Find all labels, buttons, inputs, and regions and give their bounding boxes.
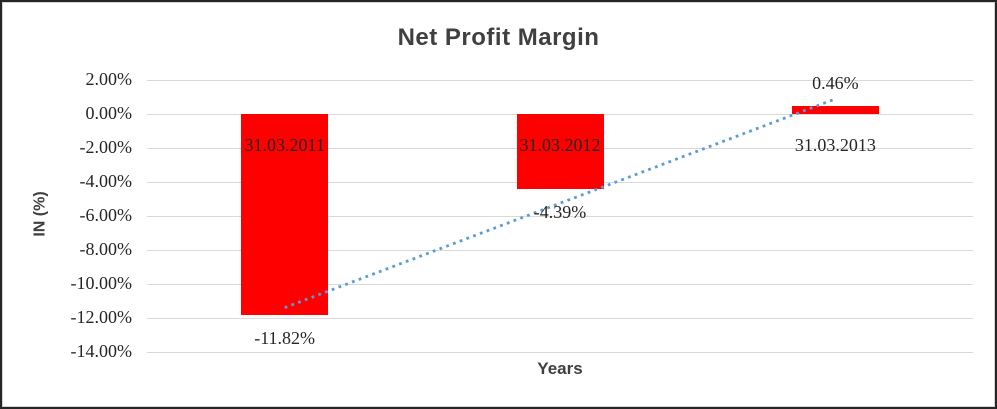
x-axis-title: Years [537, 359, 583, 378]
y-tick-label: -12.00% [70, 307, 133, 327]
category-label: 31.03.2013 [794, 135, 876, 155]
gridline [147, 317, 973, 319]
category-label: 31.03.2012 [519, 135, 601, 155]
gridline [147, 351, 973, 353]
y-tick-label: -14.00% [70, 341, 133, 361]
gridline [147, 283, 973, 285]
bar [516, 114, 604, 189]
y-tick-label: -2.00% [79, 137, 133, 157]
chart-title: Net Profit Margin [397, 24, 600, 51]
gridline [147, 215, 973, 217]
data-label: -4.39% [533, 201, 587, 222]
y-tick-label: -6.00% [79, 205, 133, 225]
data-label: 0.46% [812, 73, 859, 94]
y-tick-label: 2.00% [85, 69, 133, 89]
data-label: -11.82% [254, 327, 316, 348]
y-tick-label: -8.00% [79, 239, 133, 259]
y-tick-label: 0.00% [85, 103, 133, 123]
category-label: 31.03.2011 [244, 135, 325, 155]
y-tick-label: -4.00% [79, 171, 133, 191]
y-tick-label: -10.00% [70, 273, 133, 293]
bar [791, 106, 879, 114]
gridline [147, 79, 973, 81]
gridline [147, 249, 973, 251]
bar [241, 114, 329, 315]
